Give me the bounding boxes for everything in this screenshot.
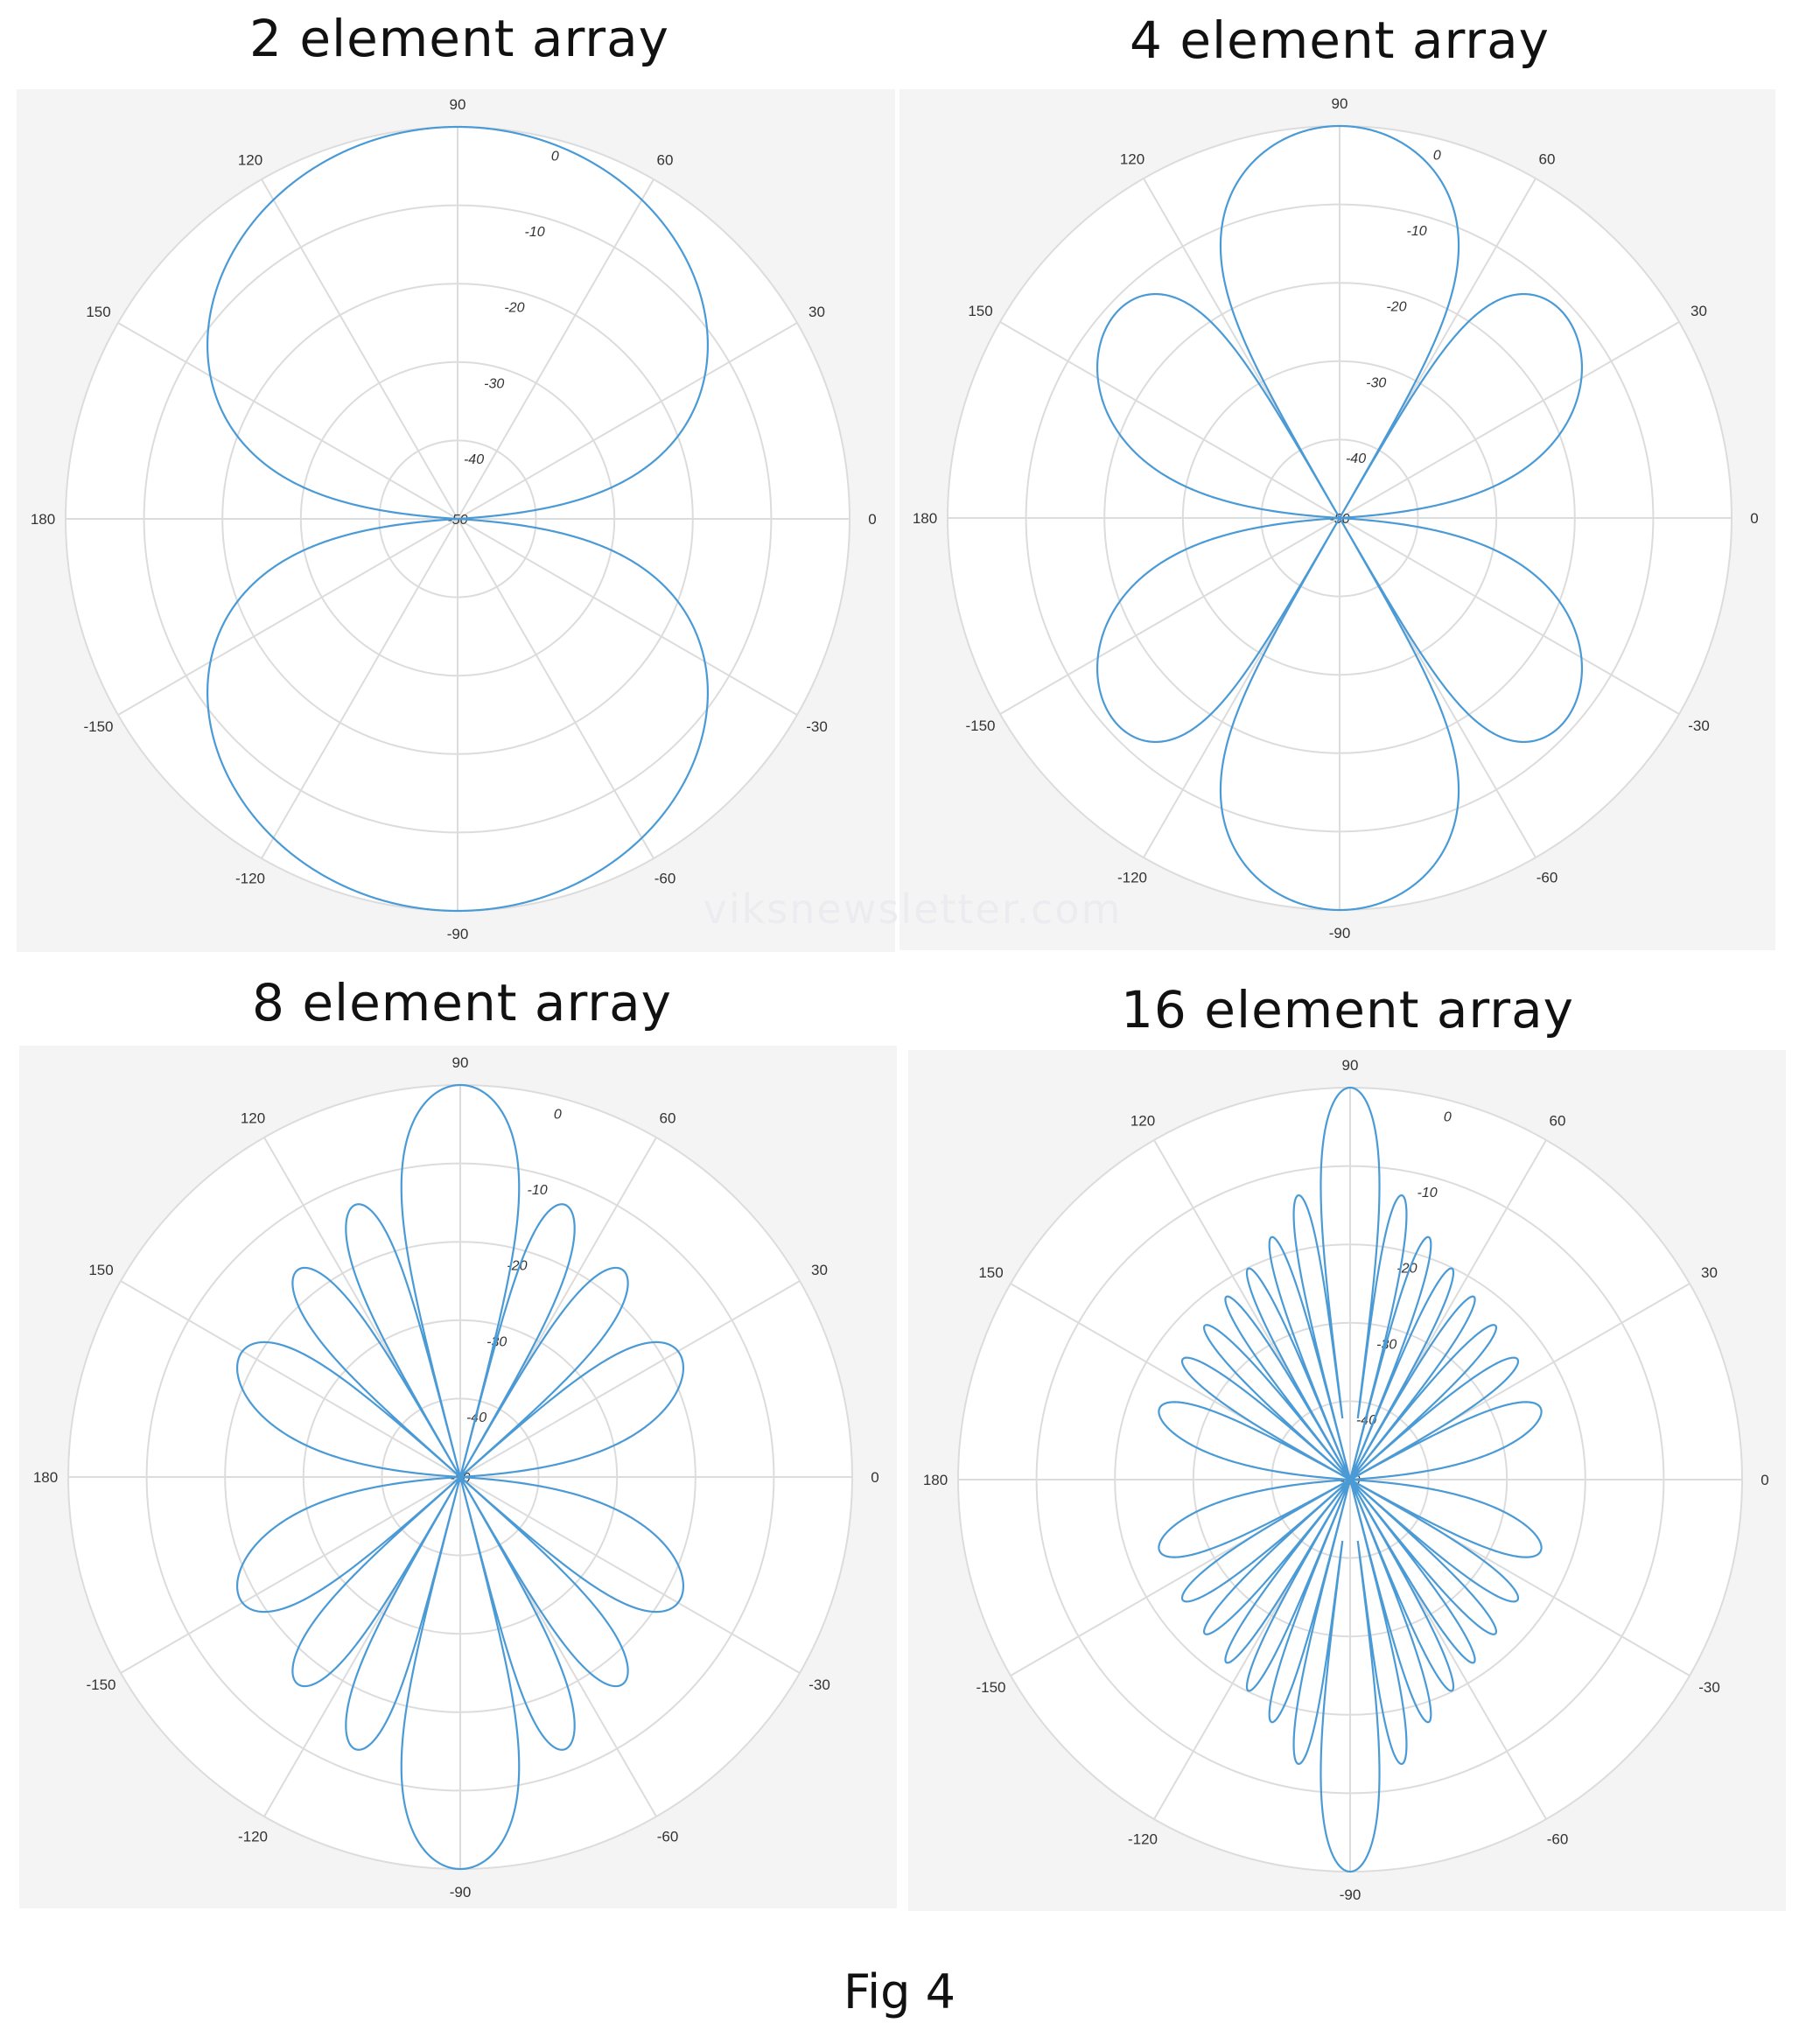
theta-tick-label: 60 [660,1110,676,1127]
theta-grid-line [117,518,458,716]
theta-tick-label: -30 [1698,1679,1720,1696]
theta-grid-line [457,518,798,716]
theta-tick-label: -60 [1536,869,1558,886]
theta-grid-line [1339,321,1680,519]
theta-grid-line [999,517,1340,715]
theta-tick-label: 60 [657,152,674,169]
plot-title-4-element: 4 element array [1129,10,1550,70]
theta-tick-label: 90 [1342,1057,1359,1074]
r-tick-label: 0 [551,150,559,164]
theta-tick-label: -30 [1688,718,1710,734]
theta-tick-label: 30 [811,1262,828,1278]
theta-grid-line [457,518,654,859]
polar-plot-2-element: 0 30 60 90 120 150 180 -150 -120 -90 -60 -30 0 -10 -20… [17,89,895,952]
theta-tick-label: 90 [1332,95,1348,112]
r-tick-label: -40 [464,452,484,467]
theta-tick-label: 90 [452,1054,469,1071]
theta-tick-label: -60 [657,1828,679,1844]
r-tick-label: -30 [484,376,504,391]
array-pattern-line [1096,124,1584,912]
r-tick-label: 0 [1433,149,1441,164]
r-tick-label: -50 [447,513,467,528]
array-pattern-line [1158,1086,1543,1873]
theta-tick-label: -60 [654,870,676,886]
plot-title-2-element: 2 element array [248,9,670,68]
theta-grid-line [1339,517,1680,715]
theta-tick-label: 150 [968,303,992,319]
r-tick-label: -40 [1346,452,1366,466]
theta-tick-label: 0 [1750,510,1758,527]
polar-plot-4-element: 0 30 60 90 120 150 180 -150 -120 -90 -60 -30 0 -10 -20… [900,89,1775,950]
theta-tick-label: 0 [868,511,876,528]
theta-grid-line [261,518,458,859]
r-tick-label: -20 [504,301,524,316]
theta-tick-label: 120 [238,152,262,169]
theta-grid-line [457,178,654,520]
r-tick-label: 0 [1444,1110,1452,1125]
theta-tick-label: 30 [808,304,825,320]
theta-tick-label: -60 [1547,1830,1569,1847]
theta-tick-label: 0 [871,1469,878,1486]
theta-tick-label: -120 [235,870,265,886]
array-pattern-line [235,1083,685,1871]
watermark: viksnewsletter.com [703,886,1123,933]
r-tick-label: -10 [1407,224,1427,239]
theta-tick-label: 180 [31,511,55,528]
theta-grid-line [117,322,458,520]
theta-tick-label: 180 [923,1472,948,1488]
figure-caption: Fig 4 [844,1964,956,2020]
polar-plot-16-element: 0306090120150180-150-120-90-60-300-10-20… [908,1050,1786,1911]
theta-tick-label: 180 [33,1469,58,1486]
theta-tick-label: -150 [965,718,995,734]
r-tick-label: 0 [554,1108,562,1123]
theta-tick-label: 180 [913,510,937,527]
theta-tick-label: -120 [238,1828,268,1844]
theta-grid-line [999,321,1340,519]
polar-plot-8-element: 0306090120150180-150-120-90-60-300-10-20… [19,1046,897,1908]
theta-tick-label: 90 [450,96,466,113]
theta-grid-line [459,1280,801,1478]
theta-tick-label: -150 [976,1679,1005,1696]
theta-tick-label: 120 [1120,151,1144,168]
theta-grid-line [459,1476,801,1674]
r-tick-label: -10 [528,1183,548,1198]
theta-tick-label: 150 [88,1262,113,1278]
theta-tick-label: 150 [978,1264,1003,1281]
theta-tick-label: 60 [1539,151,1556,168]
theta-tick-label: -120 [1128,1830,1158,1847]
theta-grid-line [120,1476,461,1674]
plot-title-16-element: 16 element array [1121,980,1574,1040]
theta-tick-label: 120 [1130,1113,1155,1130]
theta-grid-line [261,178,458,520]
theta-tick-label: -30 [806,718,828,735]
theta-tick-label: -90 [450,1884,472,1900]
theta-tick-label: 30 [1690,303,1707,319]
theta-tick-label: -30 [808,1676,830,1693]
theta-tick-label: 120 [241,1110,265,1127]
theta-tick-label: -90 [1340,1886,1362,1903]
theta-tick-label: 30 [1701,1264,1718,1281]
theta-tick-label: 150 [86,304,110,320]
theta-tick-label: -120 [1117,869,1147,886]
r-tick-label: -10 [1418,1186,1438,1200]
theta-grid-line [120,1280,461,1478]
theta-tick-label: -150 [83,718,113,735]
plot-title-8-element: 8 element array [251,973,673,1032]
array-pattern-line [206,125,709,913]
r-tick-label: -30 [1366,375,1386,390]
theta-tick-label: -150 [86,1676,116,1693]
theta-grid-line [457,322,798,520]
theta-tick-label: -90 [1329,925,1351,942]
theta-tick-label: 0 [1760,1472,1768,1488]
r-tick-label: -20 [1386,300,1406,315]
theta-tick-label: 60 [1550,1113,1566,1130]
r-tick-label: -10 [525,225,545,240]
theta-tick-label: -90 [447,926,469,942]
